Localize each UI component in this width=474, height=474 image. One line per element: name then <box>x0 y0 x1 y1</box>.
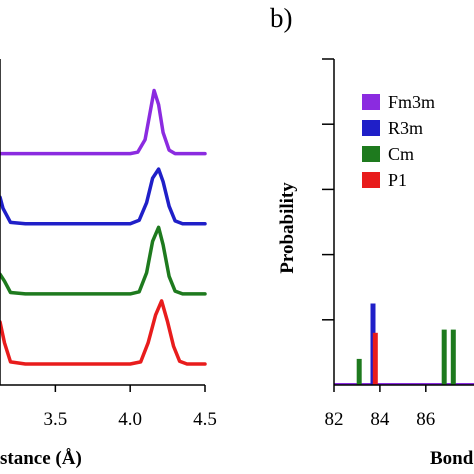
panel-a-x-tick-label: 4.0 <box>118 409 142 430</box>
panel-b-legend: Fm3m R3m Cm P1 <box>362 92 435 190</box>
legend-label-cm: Cm <box>388 144 414 164</box>
panel-b-x-axis-label: Bond <box>430 448 474 469</box>
panel-a-x-tick-label: 3.5 <box>43 409 67 430</box>
panel-a-series-line-2 <box>0 225 207 296</box>
panel-b-bar-cm <box>356 358 362 385</box>
legend-label-p1: P1 <box>388 170 407 190</box>
legend-label-fm3m: Fm3m <box>388 92 435 112</box>
panel-b-x-tick-label: 86 <box>416 409 435 430</box>
panel-b-x-tick-label: 82 <box>325 409 344 430</box>
legend-swatch-p1 <box>362 172 380 188</box>
panel-b-bar-cm <box>450 329 456 385</box>
panel-b-bar-p1 <box>372 332 378 385</box>
panel-a-distance-distribution: 3.5 4.0 4.5 stance (Å) <box>0 59 217 469</box>
panel-b-label: b) <box>270 3 293 33</box>
panel-a-series-line-0 <box>0 88 207 156</box>
legend-label-r3m: R3m <box>388 118 423 138</box>
panel-a-series-group <box>0 88 207 366</box>
panel-a-x-axis-label: stance (Å) <box>0 448 82 469</box>
panel-a-x-tick-label: 4.5 <box>193 409 217 430</box>
panel-b-x-tick-label: 84 <box>370 409 390 430</box>
panel-a-series-line-3 <box>0 299 207 366</box>
panel-b-bar-cm <box>441 329 447 385</box>
panel-a-series-line-1 <box>0 167 207 226</box>
panel-b-bars <box>334 303 474 385</box>
panel-b-y-axis-label: Probability <box>277 182 298 274</box>
panel-b-ticks: 82 84 86 <box>322 58 435 430</box>
legend-swatch-fm3m <box>362 94 380 110</box>
legend-swatch-cm <box>362 146 380 162</box>
panel-a-x-ticks: 3.5 4.0 4.5 <box>43 385 217 430</box>
legend-swatch-r3m <box>362 120 380 136</box>
panel-b-bond-distribution: b) 82 84 86 Probability Bond Fm3m R3m Cm P1 <box>270 3 474 469</box>
